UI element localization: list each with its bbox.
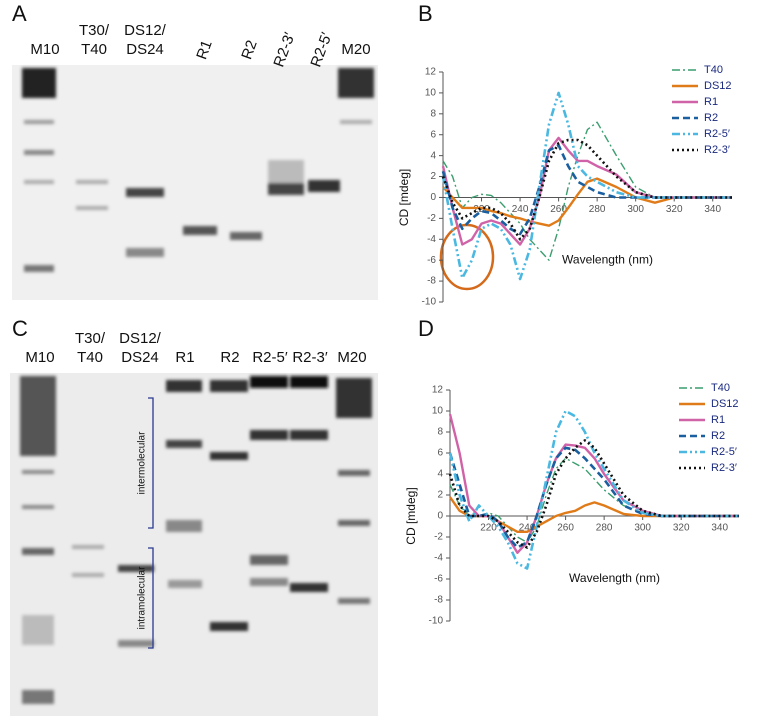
x-tick-label: 300 <box>627 204 644 215</box>
panel-label: C <box>12 316 28 341</box>
legend-label: R1 <box>711 414 725 426</box>
gel-c-bands <box>20 376 372 704</box>
lane-label: R2-5′ <box>307 30 335 69</box>
lane-label: DS24 <box>126 41 164 58</box>
lane-label: R2 <box>220 349 239 366</box>
legend-label: R2 <box>711 430 725 442</box>
lane-label: R2-5′ <box>252 349 288 366</box>
x-tick-label: 260 <box>557 523 574 534</box>
x-tick-label: 280 <box>589 204 606 215</box>
lane-label: T30/ <box>75 330 106 347</box>
y-tick-label: -8 <box>434 595 443 606</box>
x-tick-label: 220 <box>473 204 490 215</box>
legend-label: DS12 <box>711 398 739 410</box>
series-line <box>441 138 732 241</box>
series-line <box>441 143 732 236</box>
y-tick-label: -2 <box>434 532 443 543</box>
legend-label: R2-5′ <box>711 446 737 458</box>
y-tick-label: -8 <box>427 276 436 287</box>
y-tick-label: -2 <box>427 213 436 224</box>
x-tick-label: 280 <box>596 523 613 534</box>
series-line <box>441 136 732 246</box>
lane-label: M20 <box>337 349 366 366</box>
series-line <box>448 409 739 570</box>
panel-label: D <box>418 316 434 341</box>
lane-label: R2-3′ <box>292 349 328 366</box>
x-tick-label: 320 <box>673 523 690 534</box>
x-axis-label: Wavelength (nm) <box>562 252 653 266</box>
y-tick-label: 10 <box>432 406 444 417</box>
lane-label: R1 <box>193 38 216 62</box>
y-tick-label: 0 <box>437 511 443 522</box>
series-line <box>442 177 732 227</box>
series-line <box>448 439 739 549</box>
lane-label: R2-3′ <box>270 30 298 69</box>
x-tick-label: 240 <box>519 523 536 534</box>
y-tick-label: 6 <box>437 448 443 459</box>
y-tick-label: -10 <box>422 297 437 308</box>
x-tick-label: 340 <box>711 523 728 534</box>
gel-a-bands <box>22 68 374 272</box>
y-tick-label: -4 <box>427 234 436 245</box>
legend-label: R2-3′ <box>711 462 737 474</box>
gel-annotation: intermolecular <box>137 431 148 494</box>
lane-label: DS12/ <box>124 22 167 39</box>
lane-label: DS24 <box>121 349 159 366</box>
y-tick-label: 2 <box>430 171 436 182</box>
lane-label: M10 <box>30 41 59 58</box>
lane-label: M10 <box>25 349 54 366</box>
lane-label: DS12/ <box>119 330 162 347</box>
bracket <box>148 397 154 649</box>
legend-label: DS12 <box>704 80 732 92</box>
lane-label: T40 <box>77 349 103 366</box>
panel-label: B <box>418 1 433 26</box>
y-tick-label: 6 <box>430 129 436 140</box>
y-tick-label: 0 <box>430 192 436 203</box>
y-tick-label: -4 <box>434 553 443 564</box>
x-tick-label: 220 <box>480 523 497 534</box>
series-line <box>442 121 732 261</box>
highlight-ellipse <box>439 223 495 291</box>
y-tick-label: 12 <box>425 67 437 78</box>
y-tick-label: 10 <box>425 88 437 99</box>
legend-label: R1 <box>704 96 718 108</box>
y-axis-label: CD [mdeg] <box>397 169 411 226</box>
x-tick-label: 300 <box>634 523 651 534</box>
x-axis-label: Wavelength (nm) <box>569 571 660 585</box>
legend-label: R2-3′ <box>704 144 730 156</box>
y-tick-label: 8 <box>430 108 436 119</box>
panel-label: A <box>12 1 27 26</box>
legend-label: R2-5′ <box>704 128 730 140</box>
x-tick-label: 260 <box>550 204 567 215</box>
lane-label: T30/ <box>79 22 110 39</box>
legend-label: T40 <box>704 64 723 76</box>
x-tick-label: 320 <box>666 204 683 215</box>
y-tick-label: 2 <box>437 490 443 501</box>
y-tick-label: 4 <box>430 150 436 161</box>
lane-label: T40 <box>81 41 107 58</box>
gel-c <box>10 373 378 716</box>
y-tick-label: 12 <box>432 385 444 396</box>
legend-label: R2 <box>704 112 718 124</box>
y-axis-label: CD [mdeg] <box>404 487 418 544</box>
x-tick-label: 240 <box>512 204 529 215</box>
legend-label: T40 <box>711 382 730 394</box>
lane-label: R2 <box>238 38 261 62</box>
y-tick-label: -10 <box>429 616 444 627</box>
series-line <box>441 91 732 281</box>
y-tick-label: -6 <box>427 255 436 266</box>
gel-annotation: intramolecular <box>137 566 148 629</box>
lane-label: R1 <box>175 349 194 366</box>
y-tick-label: 4 <box>437 469 443 480</box>
y-tick-label: 8 <box>437 427 443 438</box>
y-tick-label: -6 <box>434 574 443 585</box>
lane-label: M20 <box>341 41 370 58</box>
x-tick-label: 340 <box>704 204 721 215</box>
